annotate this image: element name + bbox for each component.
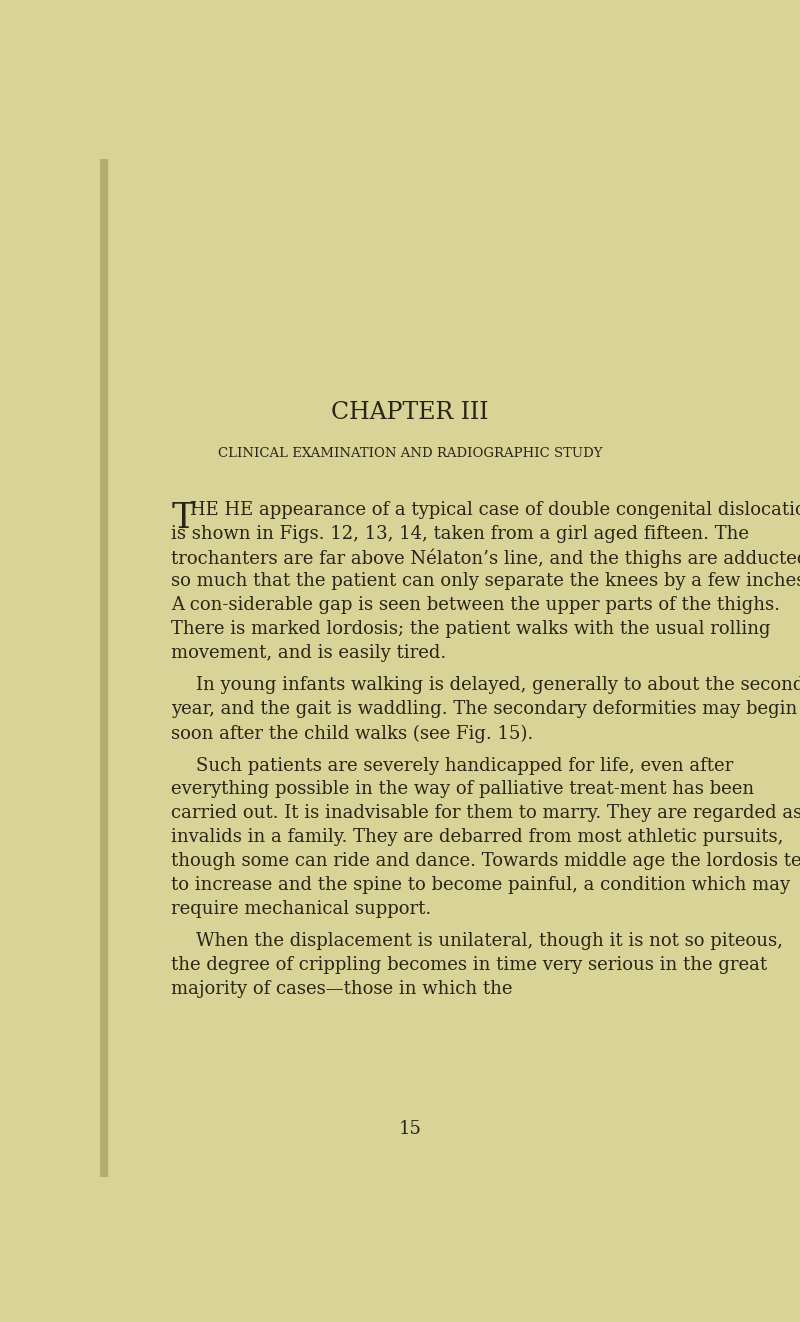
Text: everything possible in the way of palliative treat-ment has been: everything possible in the way of pallia… [171, 780, 754, 798]
Text: though some can ride and dance. Towards middle age the lordosis tends: though some can ride and dance. Towards … [171, 853, 800, 870]
Text: There is marked lordosis; the patient walks with the usual rolling: There is marked lordosis; the patient wa… [171, 620, 770, 639]
Bar [100, 159, 107, 1177]
Text: 15: 15 [398, 1120, 422, 1138]
Text: year, and the gait is waddling. The secondary deformities may begin: year, and the gait is waddling. The seco… [171, 701, 798, 718]
Text: In young infants walking is delayed, generally to about the second: In young infants walking is delayed, gen… [197, 677, 800, 694]
Text: soon after the child walks (see Fig. 15).: soon after the child walks (see Fig. 15)… [171, 724, 534, 743]
Text: carried out. It is inadvisable for them to marry. They are regarded as: carried out. It is inadvisable for them … [171, 804, 800, 822]
Text: T: T [171, 501, 195, 534]
Text: to increase and the spine to become painful, a condition which may: to increase and the spine to become pain… [171, 876, 790, 894]
Text: movement, and is easily tired.: movement, and is easily tired. [171, 644, 446, 662]
Text: Such patients are severely handicapped for life, even after: Such patients are severely handicapped f… [197, 756, 734, 775]
Text: HE HE appearance of a typical case of double congenital dislocation: HE HE appearance of a typical case of do… [190, 501, 800, 518]
Text: CLINICAL EXAMINATION AND RADIOGRAPHIC STUDY: CLINICAL EXAMINATION AND RADIOGRAPHIC ST… [218, 447, 602, 460]
Text: CHAPTER III: CHAPTER III [331, 401, 489, 424]
Text: is shown in Figs. 12, 13, 14, taken from a girl aged fifteen. The: is shown in Figs. 12, 13, 14, taken from… [171, 525, 750, 542]
Text: majority of cases—those in which the: majority of cases—those in which the [171, 980, 513, 998]
Text: When the displacement is unilateral, though it is not so piteous,: When the displacement is unilateral, tho… [197, 932, 783, 951]
Text: so much that the patient can only separate the knees by a few inches.: so much that the patient can only separa… [171, 572, 800, 591]
Text: trochanters are far above Nélaton’s line, and the thighs are adducted: trochanters are far above Nélaton’s line… [171, 549, 800, 568]
Text: A con-siderable gap is seen between the upper parts of the thighs.: A con-siderable gap is seen between the … [171, 596, 780, 615]
Text: require mechanical support.: require mechanical support. [171, 900, 431, 917]
Text: the degree of crippling becomes in time very serious in the great: the degree of crippling becomes in time … [171, 956, 767, 974]
Text: invalids in a family. They are debarred from most athletic pursuits,: invalids in a family. They are debarred … [171, 829, 784, 846]
